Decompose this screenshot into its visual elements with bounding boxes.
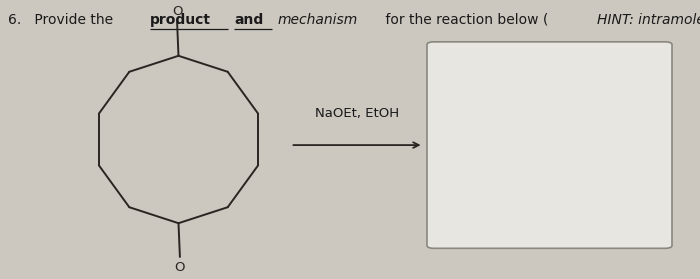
Text: NaOEt, EtOH: NaOEt, EtOH <box>315 107 399 120</box>
Text: O: O <box>172 5 182 18</box>
Text: mechanism: mechanism <box>277 13 358 27</box>
FancyBboxPatch shape <box>427 42 672 248</box>
Text: O: O <box>175 261 185 274</box>
Text: HINT: intramolecular Aldol reaction: HINT: intramolecular Aldol reaction <box>597 13 700 27</box>
Text: product: product <box>150 13 211 27</box>
Text: for the reaction below (: for the reaction below ( <box>381 13 548 27</box>
Text: and: and <box>234 13 263 27</box>
Text: 6.   Provide the: 6. Provide the <box>8 13 118 27</box>
